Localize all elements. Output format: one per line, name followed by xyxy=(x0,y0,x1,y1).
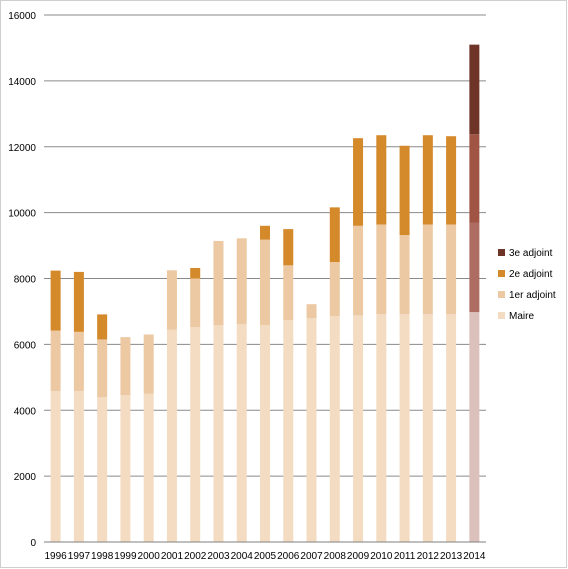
y-tick-label: 4000 xyxy=(14,406,37,417)
bar-segment xyxy=(190,267,201,279)
bar-segment xyxy=(306,318,317,542)
bar-segment xyxy=(353,225,364,316)
x-tick-label: 2006 xyxy=(277,551,300,562)
bar-segment xyxy=(143,334,154,394)
bar-segment xyxy=(213,325,224,542)
legend-swatch xyxy=(498,249,505,256)
bar-segment xyxy=(120,337,131,396)
x-tick-label: 1998 xyxy=(91,551,114,562)
bar-segment xyxy=(166,329,177,542)
y-tick-label: 16000 xyxy=(8,11,36,22)
x-tick-label: 2007 xyxy=(300,551,323,562)
bar-segment xyxy=(469,222,480,313)
y-tick-label: 8000 xyxy=(14,275,37,286)
bar-segment xyxy=(399,314,410,542)
bar-segment xyxy=(50,391,61,542)
bar-segment xyxy=(190,327,201,542)
y-tick-label: 12000 xyxy=(8,143,36,154)
x-tick-label: 2003 xyxy=(207,551,230,562)
bar-segment xyxy=(166,270,177,330)
bar-segment xyxy=(446,314,457,542)
x-tick-label: 1996 xyxy=(45,551,68,562)
bar-segment xyxy=(422,224,433,315)
bar-segment xyxy=(329,207,340,263)
bar-segment xyxy=(353,315,364,542)
bar-segment xyxy=(469,44,480,135)
x-tick-label: 2011 xyxy=(394,551,416,562)
legend-label: Maire xyxy=(509,311,534,322)
bar-segment xyxy=(50,270,61,331)
bar-segment xyxy=(73,271,84,332)
x-tick-label: 2005 xyxy=(254,551,277,562)
bar-segment xyxy=(376,314,387,542)
legend-item: 2e adjoint xyxy=(498,269,553,280)
bar-segment xyxy=(469,312,480,542)
legend-label: 2e adjoint xyxy=(509,269,553,280)
y-tick-label: 2000 xyxy=(14,472,37,483)
x-tick-label: 2008 xyxy=(324,551,347,562)
x-tick-label: 2002 xyxy=(184,551,207,562)
y-tick-label: 0 xyxy=(30,538,36,549)
bar-segment xyxy=(283,320,294,542)
bars xyxy=(50,44,480,542)
y-tick-label: 10000 xyxy=(8,209,36,220)
legend-item: 1er adjoint xyxy=(498,290,556,301)
legend-item: Maire xyxy=(498,311,534,322)
y-tick-label: 6000 xyxy=(14,340,37,351)
bar-segment xyxy=(399,235,410,315)
bar-segment xyxy=(213,240,224,326)
bar-segment xyxy=(236,323,247,542)
bar-segment xyxy=(353,138,364,226)
bar-segment xyxy=(73,331,84,392)
bar-segment xyxy=(260,325,270,542)
legend-swatch xyxy=(498,291,505,298)
bar-segment xyxy=(120,395,131,542)
y-tick-label: 14000 xyxy=(8,77,36,88)
bar-segment xyxy=(97,314,108,340)
bar-segment xyxy=(143,393,154,542)
bar-segment xyxy=(446,136,457,225)
legend-label: 3e adjoint xyxy=(509,248,553,259)
bar-segment xyxy=(329,262,340,317)
bar-segment xyxy=(236,238,247,324)
legend: 3e adjoint 2e adjoint 1er adjoint Maire xyxy=(498,248,556,322)
y-axis-tick-labels: 0 2000 4000 6000 8000 10000 12000 14000 16000 xyxy=(8,11,36,549)
bar-segment xyxy=(97,397,108,542)
x-tick-label: 2001 xyxy=(161,551,184,562)
x-axis-tick-labels: 1996 1997 1998 1999 2000 2001 2002 2003 2004 2005… xyxy=(45,551,486,562)
bar-segment xyxy=(469,134,480,223)
bar-segment xyxy=(329,316,340,542)
x-tick-label: 2004 xyxy=(231,551,254,562)
bar-segment xyxy=(399,145,410,236)
bar-segment xyxy=(446,224,457,315)
legend-swatch xyxy=(498,270,505,277)
bar-segment xyxy=(376,224,387,315)
bar-segment xyxy=(50,330,61,392)
bar-segment xyxy=(97,339,108,398)
bar-segment xyxy=(260,239,270,326)
bar-segment xyxy=(190,278,201,328)
bar-segment xyxy=(376,135,387,225)
bar-segment xyxy=(283,265,294,321)
bar-segment xyxy=(422,135,433,225)
bar-segment xyxy=(73,391,84,542)
x-tick-label: 2013 xyxy=(440,551,463,562)
gridlines xyxy=(44,14,486,477)
x-tick-label: 2010 xyxy=(370,551,393,562)
bar-segment xyxy=(283,229,294,266)
x-tick-label: 2009 xyxy=(347,551,370,562)
legend-label: 1er adjoint xyxy=(509,290,556,301)
legend-item: 3e adjoint xyxy=(498,248,553,259)
x-tick-label: 2000 xyxy=(138,551,161,562)
x-tick-label: 2012 xyxy=(417,551,440,562)
bar-segment xyxy=(260,225,270,240)
x-tick-label: 1997 xyxy=(68,551,91,562)
x-tick-label: 2014 xyxy=(463,551,486,562)
bar-segment xyxy=(306,304,317,319)
x-tick-label: 1999 xyxy=(114,551,137,562)
bar-segment xyxy=(422,314,433,542)
legend-swatch xyxy=(498,312,505,319)
